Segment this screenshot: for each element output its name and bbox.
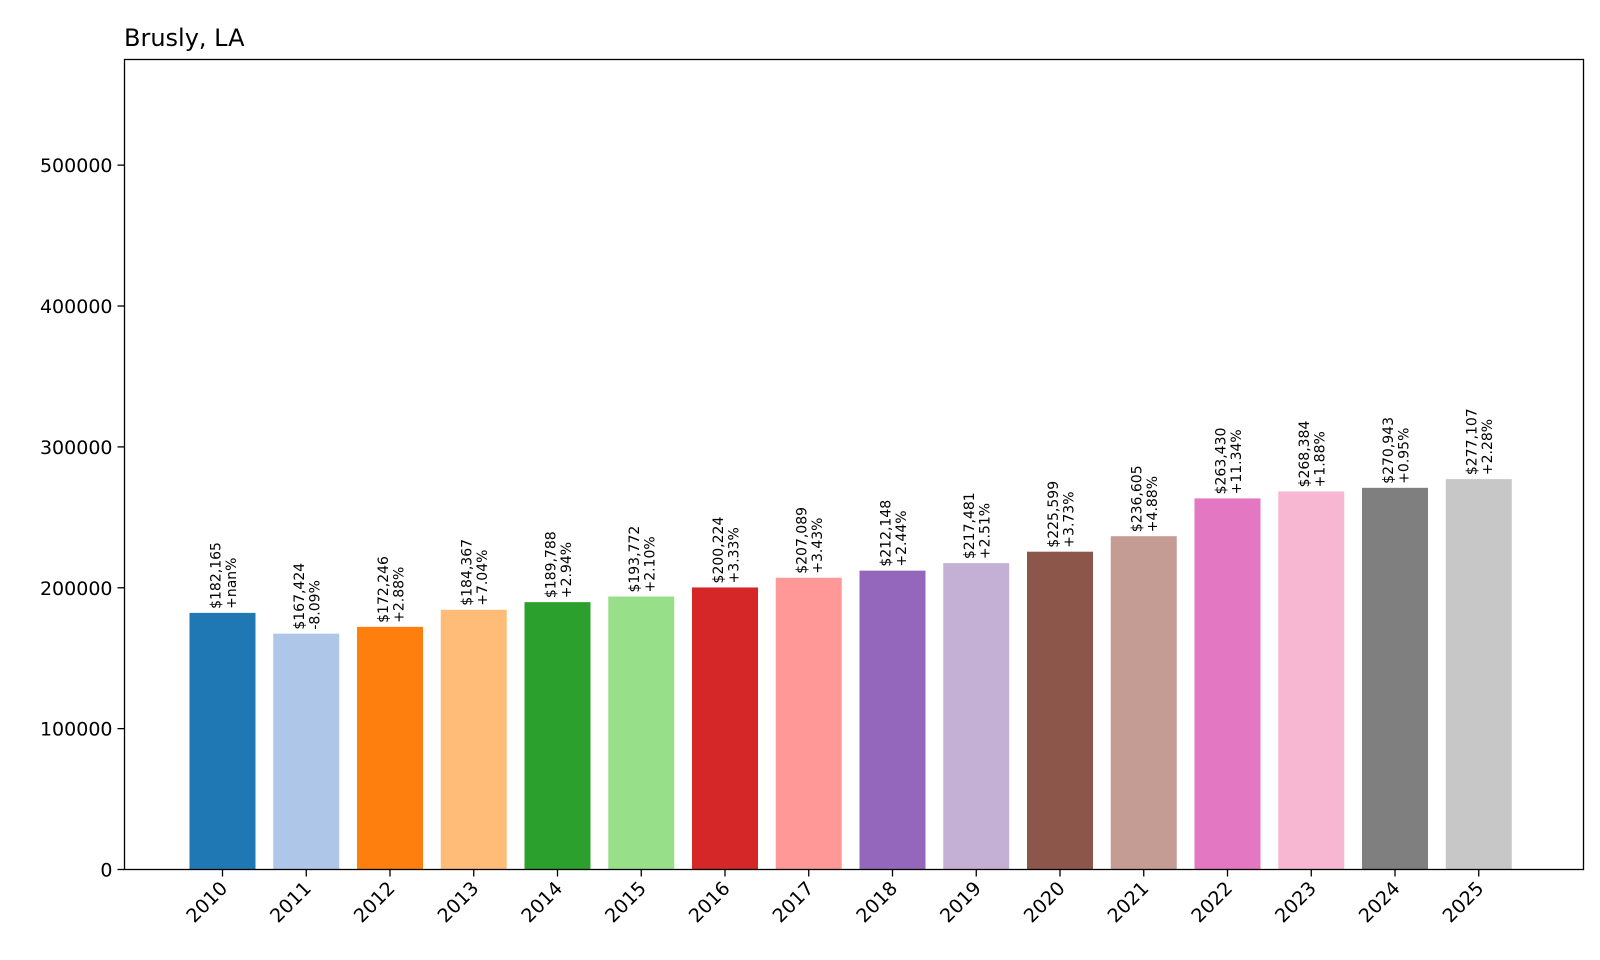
bar-value-amount: $277,107 [1465, 408, 1481, 475]
bar-2018 [859, 570, 926, 870]
bar-value-change: +2.51% [978, 503, 994, 559]
x-axis: 2010 2011 2012 2013 2014 2015 2016 2017 2018 2019… [182, 869, 1489, 927]
x-tick-label: 2016 [685, 877, 735, 927]
x-tick-label: 2014 [517, 877, 567, 927]
bar-value-label: $167,424-8.09% [292, 563, 323, 630]
bar-value-label: $236,605+4.88% [1130, 465, 1161, 532]
bar-value-change: +1.88% [1313, 431, 1329, 487]
bar-2022 [1194, 498, 1261, 870]
bar-value-label: $189,788+2.94% [543, 531, 574, 598]
x-tick-label: 2021 [1104, 877, 1154, 927]
bar-value-label: $200,224+3.33% [711, 517, 742, 584]
x-tick-label: 2011 [266, 877, 316, 927]
bar-value-change: +0.95% [1396, 428, 1412, 484]
bar-value-change: +3.73% [1061, 491, 1077, 547]
bar-value-change: +nan% [224, 558, 240, 609]
bar-value-label: $172,246+2.88% [376, 556, 407, 623]
bar-2019 [943, 563, 1010, 870]
bar-value-change: +3.43% [810, 518, 826, 574]
bar-2016 [692, 587, 758, 870]
bar-2013 [440, 609, 507, 870]
bar-2025 [1445, 479, 1512, 870]
bar-value-amount: $225,599 [1046, 481, 1062, 548]
x-tick-label: 2022 [1187, 877, 1237, 927]
bar-value-label: $268,384+1.88% [1297, 421, 1328, 488]
x-tick-label: 2017 [769, 877, 819, 927]
bar-value-change: -8.09% [308, 580, 324, 630]
bar-value-change: +7.04% [475, 550, 491, 606]
y-tick-label: 300000 [40, 437, 113, 459]
bar-2021 [1110, 536, 1177, 870]
bar-value-label: $217,481+2.51% [962, 492, 993, 559]
bar-value-label: $182,165+nan% [208, 542, 239, 609]
bar-value-label: $277,107+2.28% [1465, 408, 1496, 475]
bar-value-amount: $167,424 [292, 563, 308, 630]
bar-value-amount: $268,384 [1297, 421, 1313, 488]
bar-value-change: +2.88% [391, 567, 407, 623]
bar-value-change: +2.44% [894, 510, 910, 566]
bar-2010 [189, 612, 256, 870]
x-tick-label: 2013 [434, 877, 484, 927]
bar-2017 [775, 577, 842, 870]
bar-value-label: $184,367+7.04% [460, 539, 491, 606]
bar-value-amount: $212,148 [878, 500, 894, 567]
bar-value-amount: $263,430 [1213, 428, 1229, 495]
chart-title: Brusly, LA [124, 24, 245, 52]
bar-2012 [357, 626, 423, 870]
x-tick-label: 2019 [936, 877, 986, 927]
bar-value-amount: $270,943 [1381, 417, 1397, 484]
bar-value-amount: $184,367 [460, 539, 476, 606]
bar-2020 [1027, 551, 1093, 870]
bar-2011 [273, 633, 340, 870]
y-axis: 0 100000 200000 300000 400000 500000 [40, 155, 125, 882]
bar-value-label: $207,089+3.43% [795, 507, 826, 574]
x-tick-label: 2023 [1271, 877, 1321, 927]
y-tick-label: 400000 [40, 296, 113, 318]
bar-value-change: +4.88% [1145, 476, 1161, 532]
y-tick-label: 0 [100, 860, 112, 882]
bars-group [189, 479, 1512, 870]
bar-2023 [1278, 491, 1345, 870]
x-tick-label: 2012 [350, 877, 400, 927]
y-tick-label: 500000 [40, 155, 113, 177]
x-tick-label: 2010 [182, 877, 232, 927]
bar-2014 [524, 602, 591, 870]
bar-value-amount: $207,089 [795, 507, 811, 574]
bar-value-change: +2.94% [559, 542, 575, 598]
bar-2015 [608, 596, 675, 870]
bar-labels-group: $182,165+nan% $167,424-8.09% $172,246+2.88… [208, 408, 1496, 629]
bar-2024 [1362, 487, 1428, 870]
y-tick-label: 100000 [40, 719, 113, 741]
x-tick-label: 2024 [1355, 877, 1405, 927]
plot-frame [123, 58, 1585, 871]
bar-value-amount: $236,605 [1130, 465, 1146, 532]
bar-value-label: $193,772+2.10% [627, 526, 658, 593]
bar-value-change: +2.28% [1480, 419, 1496, 475]
bar-value-label: $212,148+2.44% [878, 500, 909, 567]
bar-value-amount: $217,481 [962, 492, 978, 559]
bar-value-change: +11.34% [1229, 429, 1245, 494]
x-tick-label: 2018 [852, 877, 902, 927]
bar-value-change: +2.10% [643, 536, 659, 592]
x-tick-label: 2025 [1439, 877, 1489, 927]
bar-value-amount: $189,788 [543, 531, 559, 598]
bar-value-label: $225,599+3.73% [1046, 481, 1077, 548]
bar-value-change: +3.33% [726, 527, 742, 583]
bar-value-amount: $193,772 [627, 526, 643, 593]
bar-value-label: $270,943+0.95% [1381, 417, 1412, 484]
bar-value-amount: $182,165 [208, 542, 224, 609]
x-tick-label: 2015 [601, 877, 651, 927]
y-tick-label: 200000 [40, 578, 113, 600]
bar-value-amount: $172,246 [376, 556, 392, 623]
bar-value-label: $263,430+11.34% [1213, 428, 1244, 495]
x-tick-label: 2020 [1020, 877, 1070, 927]
bar-value-amount: $200,224 [711, 517, 727, 584]
